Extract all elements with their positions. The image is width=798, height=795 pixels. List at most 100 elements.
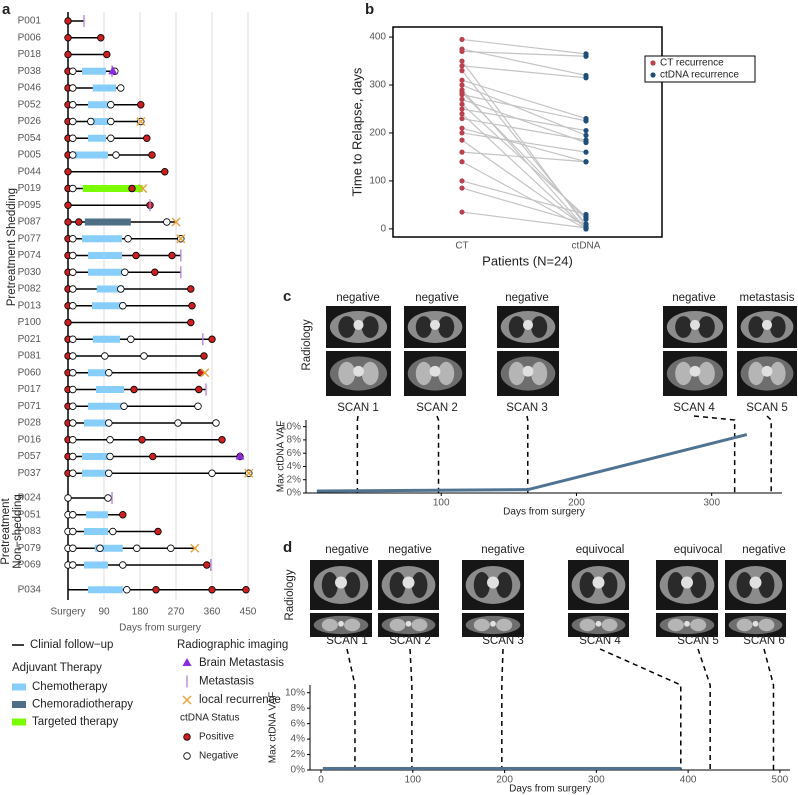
ct-image [404, 306, 466, 348]
ctdna-marker [119, 511, 127, 519]
ctdna-marker [69, 385, 77, 394]
ct-lung [601, 572, 618, 598]
ctdna-marker [161, 168, 169, 176]
point [583, 159, 589, 165]
point [459, 130, 465, 136]
ct-image [663, 306, 727, 348]
ctdna-marker [187, 285, 195, 293]
ct-lung [748, 361, 764, 386]
therapy-bar [88, 134, 106, 142]
ctdna-marker [148, 151, 156, 159]
ctdna-marker [121, 268, 129, 276]
patient-id: P100 [18, 317, 42, 328]
ctdna-marker [187, 318, 195, 327]
legend-title: Radiographic imaging [177, 639, 288, 651]
legend-swatch [12, 683, 26, 691]
ct-image [725, 613, 786, 637]
group-label: Pretreatment [0, 497, 12, 564]
pair-line [461, 108, 587, 132]
therapy-bar [82, 469, 108, 477]
ctdna-marker [69, 101, 77, 109]
ctdna-marker [69, 251, 77, 260]
pair-line [461, 98, 587, 144]
x-tick-label: 200 [568, 498, 585, 509]
ctdna-marker [69, 402, 77, 410]
ct-lung [389, 618, 406, 632]
patient-id: P026 [18, 116, 42, 127]
ct-heart [405, 620, 412, 627]
patient-id: P060 [18, 367, 42, 378]
ct-lung [758, 572, 775, 598]
pair-line [461, 132, 587, 153]
ct-lung [438, 316, 455, 338]
ctdna-marker [106, 452, 114, 461]
recurrence-marker [200, 368, 210, 378]
ctdna-marker [124, 235, 132, 243]
radiology-label: negative [742, 544, 785, 556]
ctdna-marker [119, 302, 127, 310]
therapy-bar [96, 386, 124, 393]
x-axis-label: Days from surgery [119, 623, 201, 634]
x-tick-label: 270 [168, 607, 185, 618]
patient-id: P057 [18, 451, 42, 462]
group-label: Pretreatment Shedding [6, 188, 18, 306]
scan-line [346, 648, 356, 770]
ctdna-marker [64, 17, 72, 25]
point [459, 137, 465, 143]
ct-lung [601, 618, 618, 632]
ctdna-marker [69, 352, 77, 360]
therapy-bar [92, 302, 124, 310]
ctdna-marker [106, 436, 114, 444]
pair-line [461, 50, 587, 57]
ct-lung [667, 572, 684, 598]
ctdna-marker [200, 352, 208, 360]
ctdna-marker [69, 335, 77, 343]
legend-label: Chemotherapy [32, 681, 108, 693]
therapy-bar [94, 544, 123, 552]
ct-image [568, 560, 629, 610]
point [583, 118, 589, 124]
ctdna-marker [208, 469, 216, 477]
y-tick-label: 10% [281, 421, 301, 432]
pair-line [461, 94, 587, 122]
point [583, 75, 589, 81]
scan-label: SCAN 5 [746, 402, 788, 414]
ctdna-marker [105, 369, 113, 377]
ct-lung [473, 618, 490, 632]
y-tick-label: 300 [369, 80, 386, 91]
point [583, 149, 589, 155]
y-axis-label: Time to Relapse, days [349, 67, 364, 196]
ctdna-marker [69, 235, 77, 243]
ct-heart [761, 319, 773, 330]
point [583, 127, 589, 134]
x-tick-label: 400 [680, 775, 697, 786]
point [459, 115, 465, 122]
ctdna-marker [117, 84, 125, 92]
point [459, 106, 465, 112]
therapy-bar [84, 419, 108, 427]
brain-metastasis-marker [108, 66, 118, 75]
ct-lung [338, 361, 356, 386]
ct-heart [761, 365, 773, 377]
ctdna-marker [188, 302, 196, 310]
ctdna-marker [69, 511, 77, 519]
point [459, 82, 465, 88]
ctdna-marker [69, 369, 77, 377]
legend-box [644, 55, 756, 83]
ct-heart [522, 319, 534, 330]
ctdna-marker [132, 251, 140, 260]
ctdna-marker [64, 34, 72, 42]
x-tick-label: 90 [98, 607, 110, 618]
ct-lung [770, 316, 786, 338]
ct-lung [690, 572, 707, 598]
therapy-bar [82, 453, 108, 460]
ctdna-marker [69, 561, 77, 569]
therapy-bar [84, 218, 131, 226]
point [459, 185, 465, 191]
panel-letter: c [283, 288, 291, 305]
point [459, 111, 465, 117]
ctdna-marker [103, 50, 111, 59]
patient-id: P017 [18, 384, 42, 395]
ctdna-marker [64, 494, 72, 502]
ct-lung [698, 361, 715, 386]
